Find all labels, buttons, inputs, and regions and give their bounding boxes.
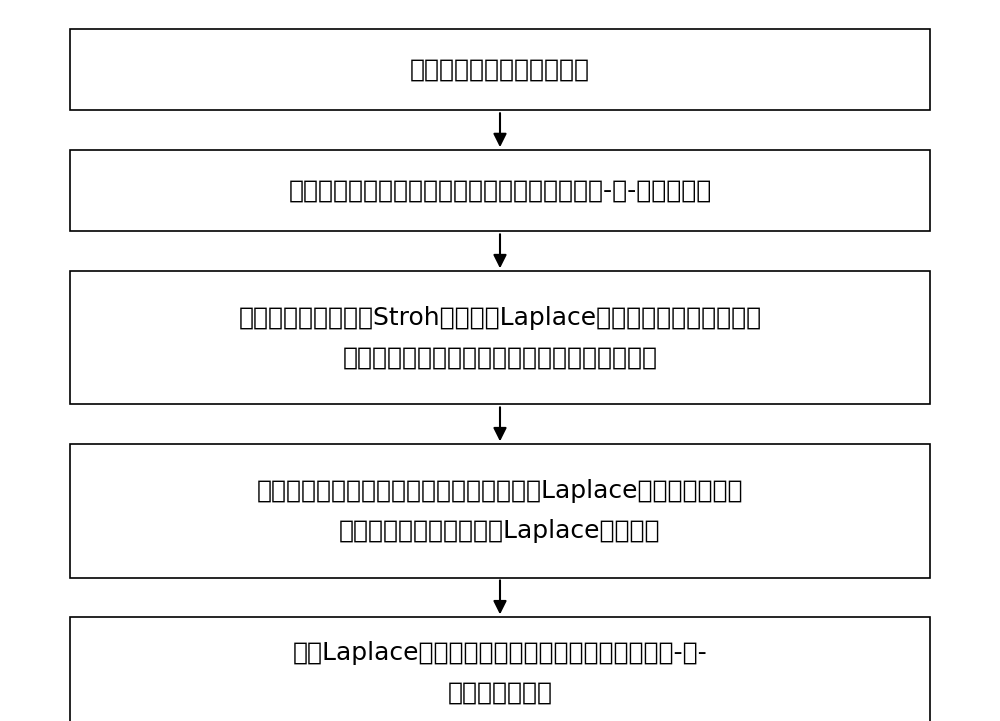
- Text: 基于Laplace数值反变换方法获取多孔弹性介质的热-流-: 基于Laplace数值反变换方法获取多孔弹性介质的热-流-: [293, 641, 707, 665]
- Text: 基于传播矩阵法获取多孔弹性介质各物理量Laplace域的通解，并根: 基于传播矩阵法获取多孔弹性介质各物理量Laplace域的通解，并根: [257, 479, 743, 503]
- Text: 的形式，或多层多孔弹性介质任一层上解的形式: 的形式，或多层多孔弹性介质任一层上解的形式: [342, 345, 658, 370]
- Bar: [70, 150, 930, 231]
- Text: 获取多孔弹性介质相关参数: 获取多孔弹性介质相关参数: [410, 58, 590, 81]
- Bar: [70, 271, 930, 404]
- Text: 据边界条件确定各物理量Laplace域的特解: 据边界条件确定各物理量Laplace域的特解: [339, 518, 661, 543]
- Text: 基于本征值理论和类Stroh方法构造Laplace域上单层多孔弹性介质解: 基于本征值理论和类Stroh方法构造Laplace域上单层多孔弹性介质解: [238, 306, 762, 330]
- Bar: [70, 444, 930, 578]
- Bar: [70, 617, 930, 721]
- Bar: [70, 29, 930, 110]
- Text: 固耦合瞬态响应: 固耦合瞬态响应: [448, 681, 552, 705]
- Text: 根据多孔弹性介质相关参数建立多孔弹性介质热-流-固耦合形式: 根据多孔弹性介质相关参数建立多孔弹性介质热-流-固耦合形式: [288, 179, 712, 203]
